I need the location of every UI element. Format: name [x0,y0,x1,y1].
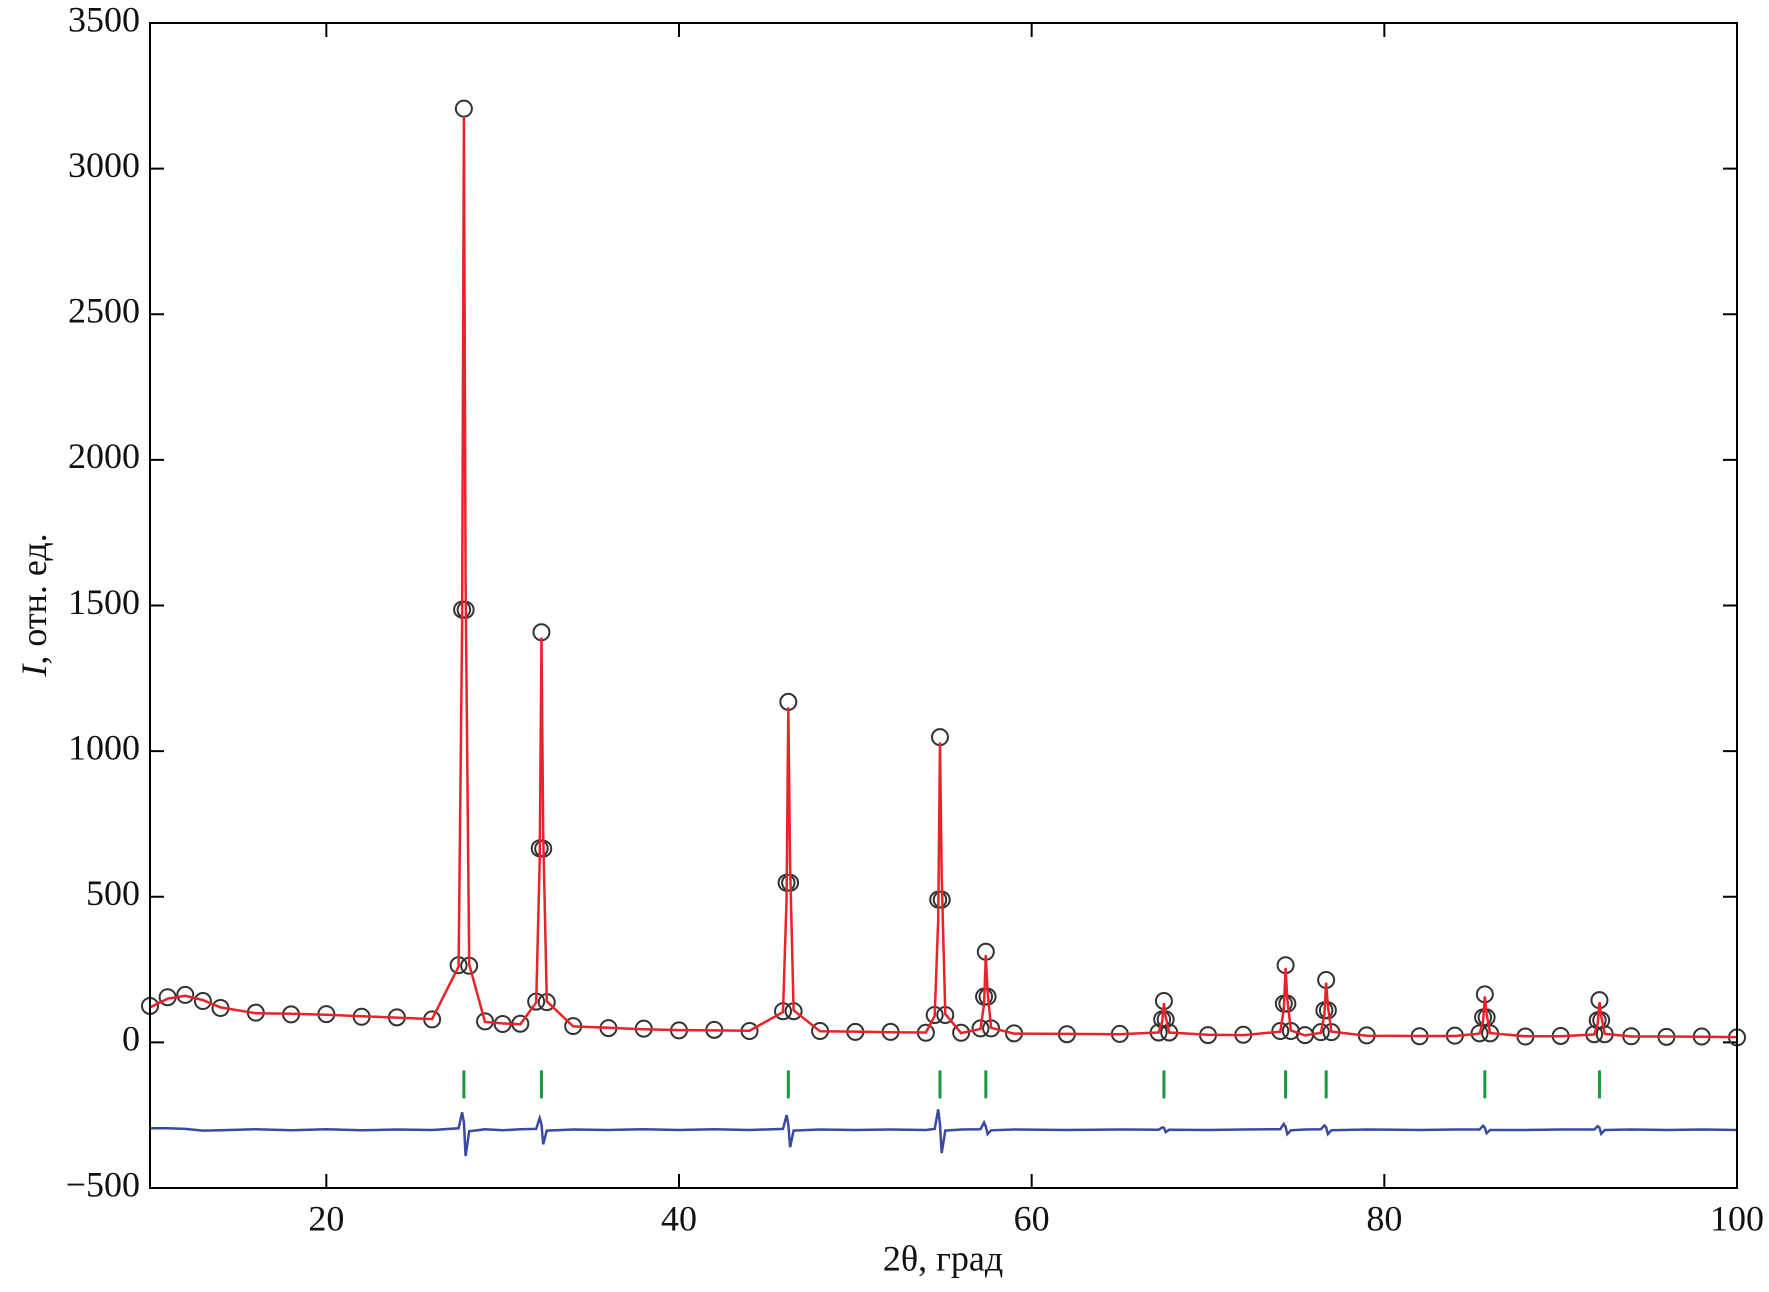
x-tick-label: 80 [1366,1198,1402,1238]
y-tick-label: −500 [66,1164,140,1204]
observed-point [1271,1022,1290,1041]
y-tick-label: 1500 [68,582,140,622]
observed-point [952,1023,971,1042]
x-tick-label: 20 [308,1198,344,1238]
observed-point [193,992,212,1011]
y-tick-label: 1000 [68,727,140,767]
observed-point [1311,1023,1330,1042]
y-tick-label: 2000 [68,436,140,476]
x-axis-label: 2θ, град [883,1238,1003,1278]
y-axis-label: I, отн. ед. [14,533,54,677]
y-tick-label: 0 [122,1019,140,1059]
observed-point [454,99,473,118]
y-tick-label: 3000 [68,145,140,185]
plot-frame [149,22,1738,1189]
y-tick-label: 500 [86,873,140,913]
y-tick-label: 3500 [68,0,140,39]
series-line [149,116,1738,1039]
x-tick-label: 100 [1710,1198,1764,1238]
y-tick-label: 2500 [68,291,140,331]
x-tick-label: 60 [1014,1198,1050,1238]
y-axis-unit: , отн. ед. [14,533,54,664]
x-tick-label: 40 [661,1198,697,1238]
series-line [150,1109,1738,1157]
y-axis-symbol: I [14,663,54,678]
observed-point [176,985,195,1004]
